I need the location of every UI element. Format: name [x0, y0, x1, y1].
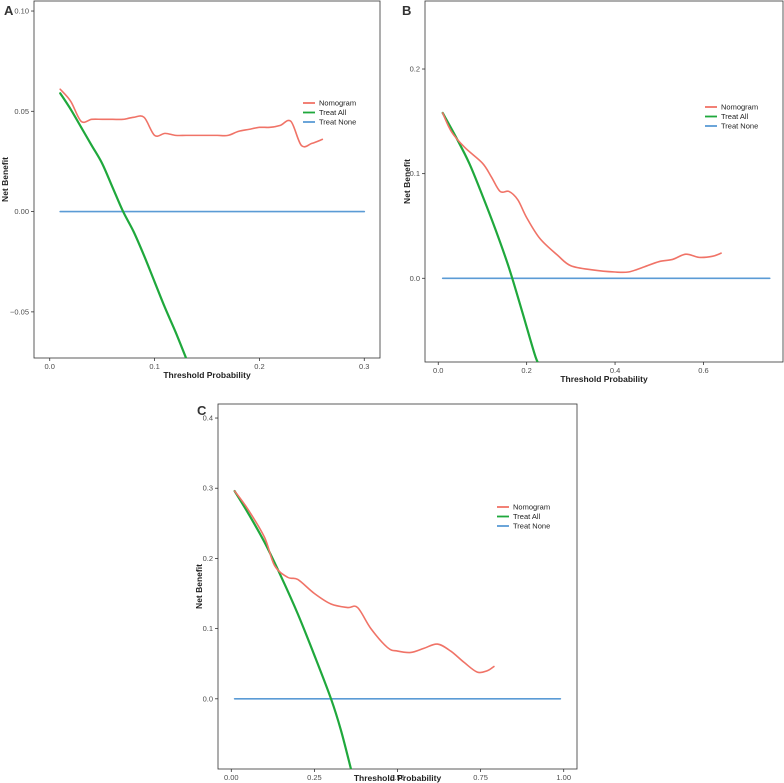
y-axis-title: Net Benefit: [402, 159, 412, 204]
legend-label: Treat All: [319, 108, 347, 117]
legend-label: Treat None: [513, 522, 550, 531]
x-tick-label: 0.50: [390, 773, 405, 782]
x-tick-label: 0.4: [610, 366, 620, 375]
y-tick-label: 0.1: [410, 169, 420, 178]
legend-label: Treat All: [513, 512, 541, 521]
y-tick-label: 0.05: [14, 107, 29, 116]
legend-label: Nomogram: [721, 103, 758, 112]
x-axis-title: Threshold Probability: [560, 374, 648, 384]
legend-label: Treat None: [319, 118, 356, 127]
panel-c: C 0.00 0.25 0.50 0.75 1.00 0.0 0.1 0.2 0.3 0.4 Thre…: [194, 403, 578, 783]
y-tick-label: 0.4: [203, 414, 213, 423]
series-line-treat-all: [441, 111, 539, 362]
panel-letter: C: [197, 403, 207, 418]
series-line-treat-all: [233, 489, 353, 769]
y-tick-label: 0.0: [410, 274, 420, 283]
x-tick-label: 0.00: [224, 773, 239, 782]
panel-letter: B: [402, 3, 411, 18]
y-tick-label: 0.2: [410, 65, 420, 74]
x-tick-label: 0.0: [45, 362, 55, 371]
legend-label: Nomogram: [513, 503, 550, 512]
panel-a: A 0.0 0.1 0.2 0.3 −0.05 0.00 0.05 0.10 Threshold …: [0, 0, 381, 380]
legend-label: Treat All: [721, 112, 749, 121]
x-tick-label: 0.3: [359, 362, 369, 371]
series-line-nomogram: [441, 112, 722, 274]
panel-b: B 0.0 0.2 0.4 0.6 0.0 0.1 0.2 Threshold Probabil…: [402, 0, 784, 384]
x-axis-title: Threshold Probability: [163, 370, 251, 380]
y-tick-label: −0.05: [10, 307, 29, 316]
y-tick-label: 0.0: [203, 694, 213, 703]
legend-label: Treat None: [721, 122, 758, 131]
y-tick-label: 0.3: [203, 484, 213, 493]
x-tick-label: 0.6: [698, 366, 708, 375]
panel-letter: A: [4, 3, 14, 18]
x-tick-label: 1.00: [556, 773, 571, 782]
y-tick-label: 0.1: [203, 624, 213, 633]
x-tick-label: 0.0: [433, 366, 443, 375]
y-tick-label: 0.00: [14, 207, 29, 216]
series-line-treat-all: [59, 92, 188, 358]
x-axis-title: Threshold Probability: [354, 773, 442, 783]
x-tick-label: 0.75: [473, 773, 488, 782]
legend-label: Nomogram: [319, 99, 356, 108]
plot-area: [217, 403, 578, 770]
x-tick-label: 0.2: [521, 366, 531, 375]
series-line-nomogram: [59, 88, 324, 148]
plot-area: [424, 0, 784, 363]
y-axis-title: Net Benefit: [194, 564, 204, 609]
y-tick-label: 0.2: [203, 554, 213, 563]
plot-area: [33, 0, 381, 359]
y-tick-label: 0.10: [14, 7, 29, 16]
series-line-nomogram: [233, 490, 495, 674]
x-tick-label: 0.2: [254, 362, 264, 371]
y-axis-title: Net Benefit: [0, 157, 10, 202]
x-tick-label: 0.25: [307, 773, 322, 782]
x-tick-label: 0.1: [149, 362, 159, 371]
